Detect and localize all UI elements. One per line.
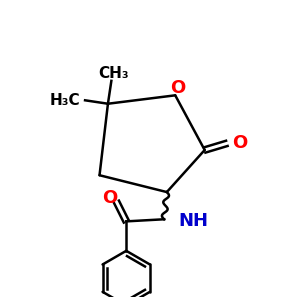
Text: O: O bbox=[232, 134, 247, 152]
Text: NH: NH bbox=[179, 212, 209, 230]
Text: H₃C: H₃C bbox=[50, 93, 80, 108]
Text: O: O bbox=[170, 79, 185, 97]
Text: O: O bbox=[103, 189, 118, 207]
Text: CH₃: CH₃ bbox=[98, 66, 129, 81]
